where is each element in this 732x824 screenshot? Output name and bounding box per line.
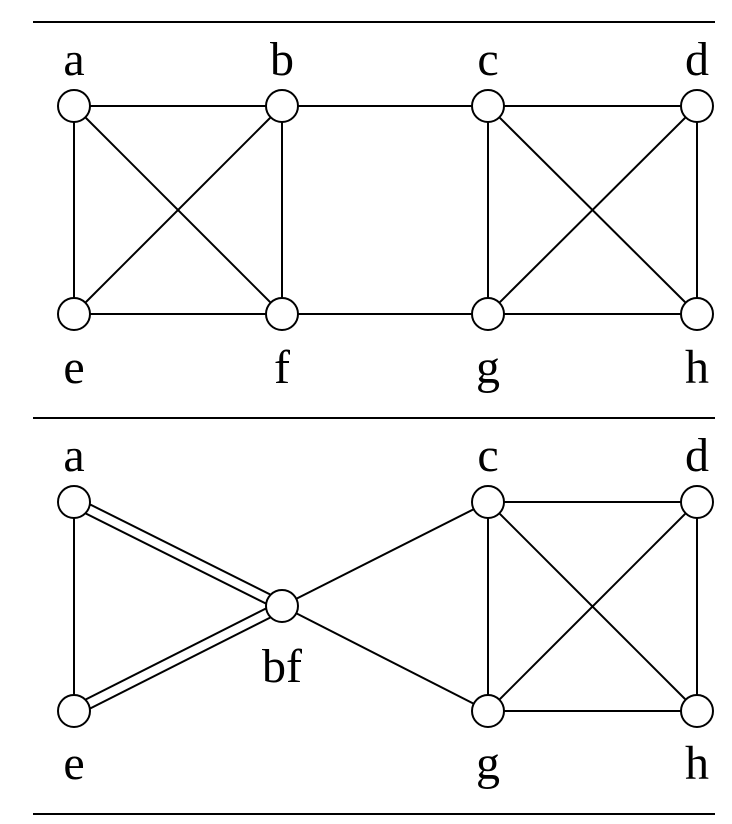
node-e (57, 297, 91, 331)
node-label-e: e (63, 737, 84, 790)
double-edge-e-bf-1 (75, 609, 285, 717)
node-f (265, 297, 299, 331)
node-label-a: a (63, 429, 84, 482)
node-label-g: g (476, 341, 500, 394)
edge-b-e (73, 105, 283, 315)
double-edge-e-bf-2 (71, 600, 281, 708)
node-label-e: e (63, 341, 84, 394)
edge-bf-c (281, 501, 489, 607)
node-h (680, 297, 714, 331)
node-label-c: c (477, 33, 498, 86)
node-label-b: b (270, 33, 294, 86)
node-label-h: h (685, 341, 709, 394)
double-edge-a-bf-1 (71, 505, 281, 612)
node-bf (265, 589, 299, 623)
contracted-graph-panel: a bf c d e g h (57, 429, 714, 790)
node-g (471, 297, 505, 331)
node-label-g: g (476, 737, 500, 790)
node-label-h: h (685, 737, 709, 790)
node-h (680, 694, 714, 728)
node-a (57, 485, 91, 519)
edge-d-g (487, 105, 698, 315)
node-label-c: c (477, 429, 498, 482)
node-c (471, 89, 505, 123)
double-edge-a-bf-2 (75, 496, 285, 603)
node-a (57, 89, 91, 123)
node-label-f: f (274, 341, 290, 394)
edge-bf-g (281, 605, 489, 712)
node-d (680, 89, 714, 123)
node-e (57, 694, 91, 728)
edge-d-g (487, 501, 698, 712)
original-graph-panel: a b c d e f g h (57, 33, 714, 394)
node-label-d: d (685, 429, 709, 482)
node-b (265, 89, 299, 123)
node-c (471, 485, 505, 519)
node-label-d: d (685, 33, 709, 86)
node-g (471, 694, 505, 728)
node-label-bf: bf (262, 640, 302, 693)
node-d (680, 485, 714, 519)
node-label-a: a (63, 33, 84, 86)
